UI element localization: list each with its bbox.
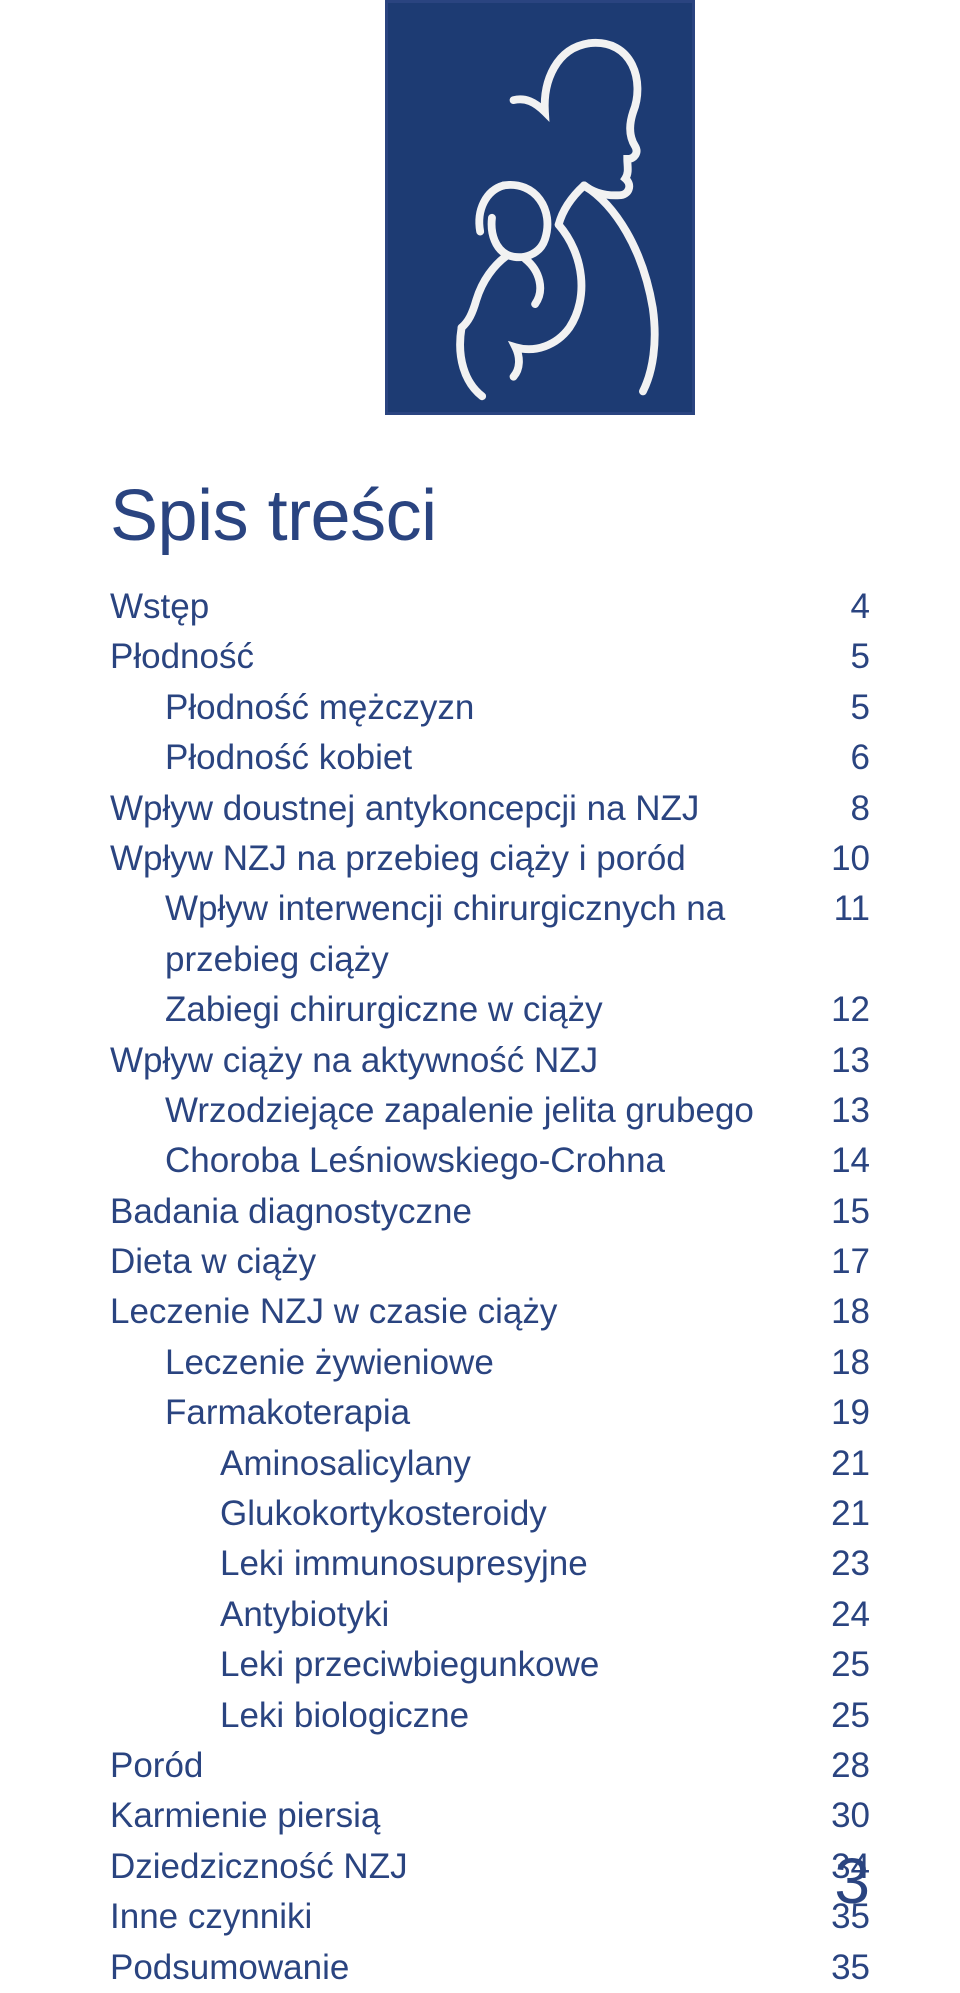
toc-row: Badania diagnostyczne15 xyxy=(110,1187,870,1237)
toc-label: Leki przeciwbiegunkowe xyxy=(110,1640,820,1690)
toc-label: Płodność xyxy=(110,632,820,682)
toc-row: Inne czynniki35 xyxy=(110,1892,870,1942)
toc-row: Leczenie NZJ w czasie ciąży18 xyxy=(110,1287,870,1337)
toc-row: Płodność mężczyzn5 xyxy=(110,683,870,733)
toc-row: Wpływ ciąży na aktywność NZJ13 xyxy=(110,1036,870,1086)
toc-row: Choroba Leśniowskiego-Crohna14 xyxy=(110,1136,870,1186)
toc-page-number: 19 xyxy=(820,1388,870,1438)
toc-row: Dziedziczność NZJ34 xyxy=(110,1842,870,1892)
toc-row: Wpływ interwencji chirurgicznych na prze… xyxy=(110,884,870,985)
toc-row: Antybiotyki24 xyxy=(110,1590,870,1640)
toc-row: Leki przeciwbiegunkowe25 xyxy=(110,1640,870,1690)
toc-row: Płodność kobiet6 xyxy=(110,733,870,783)
toc-label: Leki biologiczne xyxy=(110,1691,820,1741)
toc-row: Wpływ NZJ na przebieg ciąży i poród10 xyxy=(110,834,870,884)
toc-label: Wrzodziejące zapalenie jelita grubego xyxy=(110,1086,820,1136)
toc-page-number: 10 xyxy=(820,834,870,884)
toc-row: Farmakoterapia19 xyxy=(110,1388,870,1438)
toc-page-number: 18 xyxy=(820,1287,870,1337)
toc-page-number: 25 xyxy=(820,1640,870,1690)
toc-label: Glukokortykosteroidy xyxy=(110,1489,820,1539)
toc-page-number: 30 xyxy=(820,1791,870,1841)
table-of-contents: Wstęp4Płodność5Płodność mężczyzn5Płodnoś… xyxy=(110,582,870,1993)
toc-label: Podsumowanie xyxy=(110,1943,820,1993)
page-container: Spis treści Wstęp4Płodność5Płodność mężc… xyxy=(0,0,960,1958)
toc-page-number: 8 xyxy=(820,784,870,834)
toc-page-number: 5 xyxy=(820,683,870,733)
toc-label: Wstęp xyxy=(110,582,820,632)
toc-page-number: 6 xyxy=(820,733,870,783)
toc-label: Wpływ interwencji chirurgicznych na prze… xyxy=(110,884,820,985)
toc-row: Glukokortykosteroidy21 xyxy=(110,1489,870,1539)
toc-page-number: 21 xyxy=(820,1439,870,1489)
toc-row: Leki biologiczne25 xyxy=(110,1691,870,1741)
toc-label: Dieta w ciąży xyxy=(110,1237,820,1287)
toc-page-number: 4 xyxy=(820,582,870,632)
toc-page-number: 5 xyxy=(820,632,870,682)
toc-row: Karmienie piersią30 xyxy=(110,1791,870,1841)
toc-page-number: 13 xyxy=(820,1036,870,1086)
toc-page-number: 24 xyxy=(820,1590,870,1640)
toc-page-number: 15 xyxy=(820,1187,870,1237)
toc-row: Podsumowanie35 xyxy=(110,1943,870,1993)
toc-label: Poród xyxy=(110,1741,820,1791)
toc-page-number: 18 xyxy=(820,1338,870,1388)
toc-label: Wpływ NZJ na przebieg ciąży i poród xyxy=(110,834,820,884)
toc-row: Wrzodziejące zapalenie jelita grubego13 xyxy=(110,1086,870,1136)
mother-child-svg xyxy=(388,3,692,412)
toc-label: Choroba Leśniowskiego-Crohna xyxy=(110,1136,820,1186)
toc-label: Karmienie piersią xyxy=(110,1791,820,1841)
toc-row: Leczenie żywieniowe18 xyxy=(110,1338,870,1388)
toc-label: Leczenie NZJ w czasie ciąży xyxy=(110,1287,820,1337)
toc-label: Farmakoterapia xyxy=(110,1388,820,1438)
toc-label: Płodność mężczyzn xyxy=(110,683,820,733)
toc-page-number: 28 xyxy=(820,1741,870,1791)
page-number: 3 xyxy=(834,1844,870,1918)
toc-label: Dziedziczność NZJ xyxy=(110,1842,820,1892)
toc-row: Płodność5 xyxy=(110,632,870,682)
toc-label: Badania diagnostyczne xyxy=(110,1187,820,1237)
toc-page-number: 12 xyxy=(820,985,870,1035)
toc-row: Dieta w ciąży17 xyxy=(110,1237,870,1287)
toc-page-number: 14 xyxy=(820,1136,870,1186)
toc-page-number: 21 xyxy=(820,1489,870,1539)
toc-label: Antybiotyki xyxy=(110,1590,820,1640)
toc-row: Wpływ doustnej antykoncepcji na NZJ8 xyxy=(110,784,870,834)
toc-page-number: 35 xyxy=(820,1943,870,1993)
toc-page-number: 13 xyxy=(820,1086,870,1136)
toc-row: Leki immunosupresyjne23 xyxy=(110,1539,870,1589)
mother-child-logo xyxy=(385,0,695,415)
toc-page-number: 11 xyxy=(820,884,870,934)
toc-label: Wpływ ciąży na aktywność NZJ xyxy=(110,1036,820,1086)
toc-page-number: 23 xyxy=(820,1539,870,1589)
toc-label: Zabiegi chirurgiczne w ciąży xyxy=(110,985,820,1035)
toc-label: Leczenie żywieniowe xyxy=(110,1338,820,1388)
toc-row: Wstęp4 xyxy=(110,582,870,632)
toc-label: Płodność kobiet xyxy=(110,733,820,783)
toc-label: Aminosalicylany xyxy=(110,1439,820,1489)
toc-row: Aminosalicylany21 xyxy=(110,1439,870,1489)
toc-row: Poród28 xyxy=(110,1741,870,1791)
toc-page-number: 25 xyxy=(820,1691,870,1741)
toc-row: Zabiegi chirurgiczne w ciąży12 xyxy=(110,985,870,1035)
toc-page-number: 17 xyxy=(820,1237,870,1287)
toc-label: Wpływ doustnej antykoncepcji na NZJ xyxy=(110,784,820,834)
toc-label: Inne czynniki xyxy=(110,1892,820,1942)
toc-label: Leki immunosupresyjne xyxy=(110,1539,820,1589)
